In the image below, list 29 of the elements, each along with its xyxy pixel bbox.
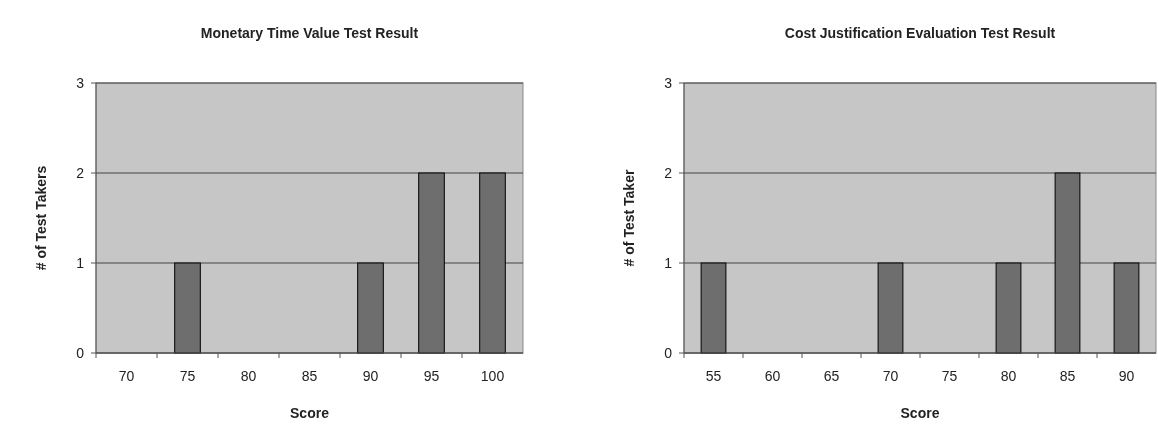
- x-tick-label: 80: [240, 368, 257, 384]
- y-tick-label: 0: [76, 344, 85, 361]
- x-tick-label: 75: [941, 368, 958, 384]
- y-tick-label: 3: [76, 74, 85, 91]
- x-axis-title: Score: [900, 405, 940, 421]
- y-tick-label: 2: [664, 164, 673, 181]
- y-axis-title: # of Test Takers: [33, 165, 49, 271]
- x-tick-label: 85: [1059, 368, 1076, 384]
- x-tick-label: 85: [301, 368, 318, 384]
- y-tick-label: 0: [664, 344, 673, 361]
- x-tick-label: 65: [823, 368, 840, 384]
- x-tick-label: 100: [480, 368, 505, 384]
- chart-title: Cost Justification Evaluation Test Result: [784, 25, 1056, 41]
- y-tick-label: 1: [76, 254, 85, 271]
- x-tick-label: 70: [882, 368, 899, 384]
- y-tick-label: 1: [664, 254, 673, 271]
- chart-title: Monetary Time Value Test Result: [200, 25, 419, 41]
- y-axis-title: # of Test Taker: [621, 169, 637, 267]
- x-tick-label: 90: [1118, 368, 1135, 384]
- y-tick-label: 3: [664, 74, 673, 91]
- x-tick-label: 90: [362, 368, 379, 384]
- x-tick-label: 70: [118, 368, 135, 384]
- x-tick-label: 75: [179, 368, 196, 384]
- x-axis-title: Score: [290, 405, 330, 421]
- x-tick-label: 60: [764, 368, 781, 384]
- x-tick-label: 95: [423, 368, 440, 384]
- x-tick-label: 55: [705, 368, 722, 384]
- x-tick-label: 80: [1000, 368, 1017, 384]
- y-tick-label: 2: [76, 164, 85, 181]
